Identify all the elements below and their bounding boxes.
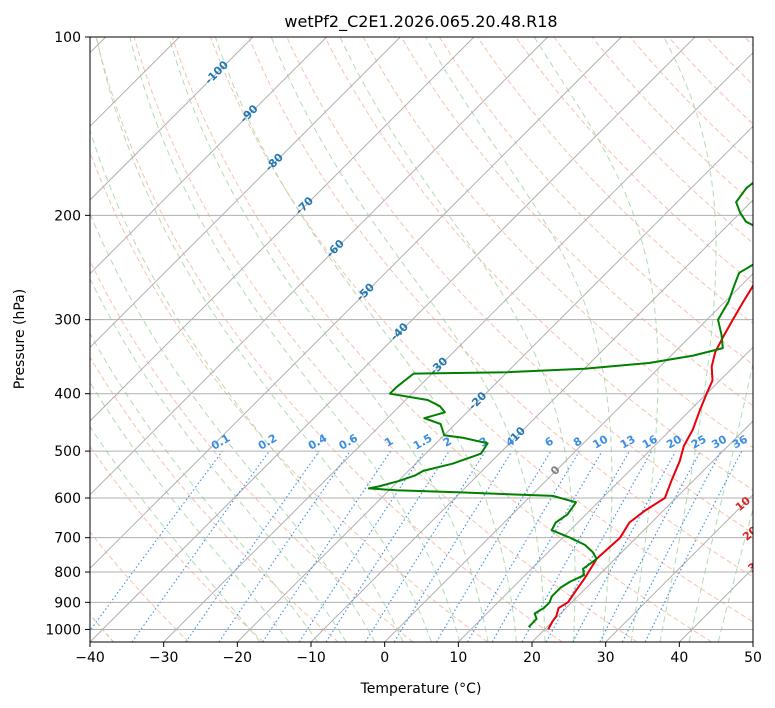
dry-adiabat-line: [591, 37, 753, 204]
isotherm-line: [90, 37, 622, 570]
moist-adiabat-line: [168, 37, 489, 642]
moist-adiabat-line: [339, 37, 576, 642]
mixing-ratio-line: [218, 450, 351, 642]
background-lines: [90, 37, 753, 642]
isotherm-line: [236, 125, 753, 642]
mixing-ratio-line: [572, 450, 677, 642]
dry-adiabat-line: [438, 37, 753, 366]
moist-adiabat-line: [270, 37, 546, 642]
y-tick-label: 700: [54, 531, 81, 547]
y-tick-label: 800: [54, 565, 81, 581]
y-tick-label: 1000: [45, 622, 81, 638]
dry-adiabat-line: [248, 37, 753, 578]
mixing-ratio-line: [644, 450, 743, 642]
plot-area: [90, 37, 753, 642]
dry-adiabat-line: [90, 356, 339, 642]
moist-adiabat-line: [533, 37, 659, 642]
temperature-profile-line: [547, 283, 753, 630]
x-tick-label: −40: [75, 650, 105, 666]
dry-adiabat-line: [90, 259, 414, 642]
x-tick-label: −20: [223, 650, 253, 666]
mixing-ratio-line: [185, 450, 320, 642]
isotherm-line: [384, 272, 753, 642]
x-tick-label: 50: [744, 650, 762, 666]
chart-title: wetPf2_C2E1.2026.065.20.48.R18: [284, 12, 557, 32]
y-tick-label: 200: [54, 208, 81, 224]
isotherm-line: [457, 346, 753, 642]
isotherm-line: [531, 420, 753, 642]
isotherm-line: [90, 37, 328, 275]
x-axis-title: Temperature (°C): [360, 681, 482, 697]
y-axis-title: Pressure (hPa): [12, 289, 28, 389]
moist-adiabat-line: [90, 332, 319, 642]
y-axis-ticks: 100 200 300 400 500 600 700 800 900 1000: [45, 30, 90, 638]
isotherm-line: [90, 37, 696, 642]
mixing-ratio-line: [298, 450, 425, 642]
mixing-ratio-line: [90, 450, 223, 632]
x-tick-label: 40: [670, 650, 688, 666]
dewpoint-profile-line: [367, 181, 753, 628]
isotherm-line: [90, 37, 254, 201]
y-tick-label: 600: [54, 491, 81, 507]
moist-adiabat-line: [90, 425, 261, 642]
y-tick-label: 300: [54, 313, 81, 329]
y-tick-label: 100: [54, 30, 81, 46]
mixing-ratio-line: [325, 450, 450, 642]
mixing-ratio-line: [521, 450, 630, 642]
isotherm-line: [90, 37, 549, 496]
dry-adiabat-line: [171, 37, 712, 642]
x-axis-ticks: −40 −30 −20 −10 0 10 20 30 40 50: [75, 642, 762, 666]
moist-adiabat-line: [659, 37, 717, 642]
moist-adiabat-label: 30: [745, 555, 765, 575]
dry-adiabat-line: [210, 37, 753, 623]
moist-adiabat-line: [425, 37, 613, 642]
isotherm-line: [90, 37, 475, 422]
mixing-ratio-line: [131, 450, 270, 642]
x-tick-label: −30: [149, 650, 179, 666]
x-tick-label: 0: [380, 650, 389, 666]
moist-adiabat-line: [90, 212, 376, 642]
isotherm-line: [90, 37, 401, 349]
moist-adiabat-line: [129, 37, 461, 642]
y-tick-label: 400: [54, 387, 81, 403]
series-layer: [367, 181, 753, 630]
isotherm-line: [605, 493, 753, 642]
moist-adiabat-line: [96, 37, 432, 642]
isotherm-line: [163, 51, 753, 642]
moist-adiabat-line: [90, 381, 290, 642]
dry-adiabat-line: [95, 37, 563, 642]
isotherm-line: [310, 199, 753, 642]
y-tick-label: 500: [54, 444, 81, 460]
pressure-gridlines: [90, 37, 753, 630]
mixing-ratio-line: [393, 450, 513, 642]
y-tick-label: 900: [54, 595, 81, 611]
dry-adiabat-line: [286, 37, 753, 534]
dry-adiabat-line: [362, 37, 753, 449]
x-tick-label: 20: [523, 650, 541, 666]
dry-adiabat-line: [90, 531, 190, 642]
x-tick-label: 10: [449, 650, 467, 666]
x-tick-label: 30: [597, 650, 615, 666]
x-tick-label: −10: [296, 650, 326, 666]
mixing-ratio-line: [262, 450, 392, 642]
dry-adiabat-line: [400, 37, 753, 407]
dry-adiabat-line: [324, 37, 753, 491]
dry-adiabat-line: [515, 37, 753, 284]
plot-frame: [89, 36, 754, 643]
moist-adiabat-line: [90, 277, 347, 642]
moist-adiabat-line: [688, 361, 753, 642]
dry-adiabat-line: [477, 37, 753, 325]
dry-adiabat-line: [90, 150, 488, 642]
